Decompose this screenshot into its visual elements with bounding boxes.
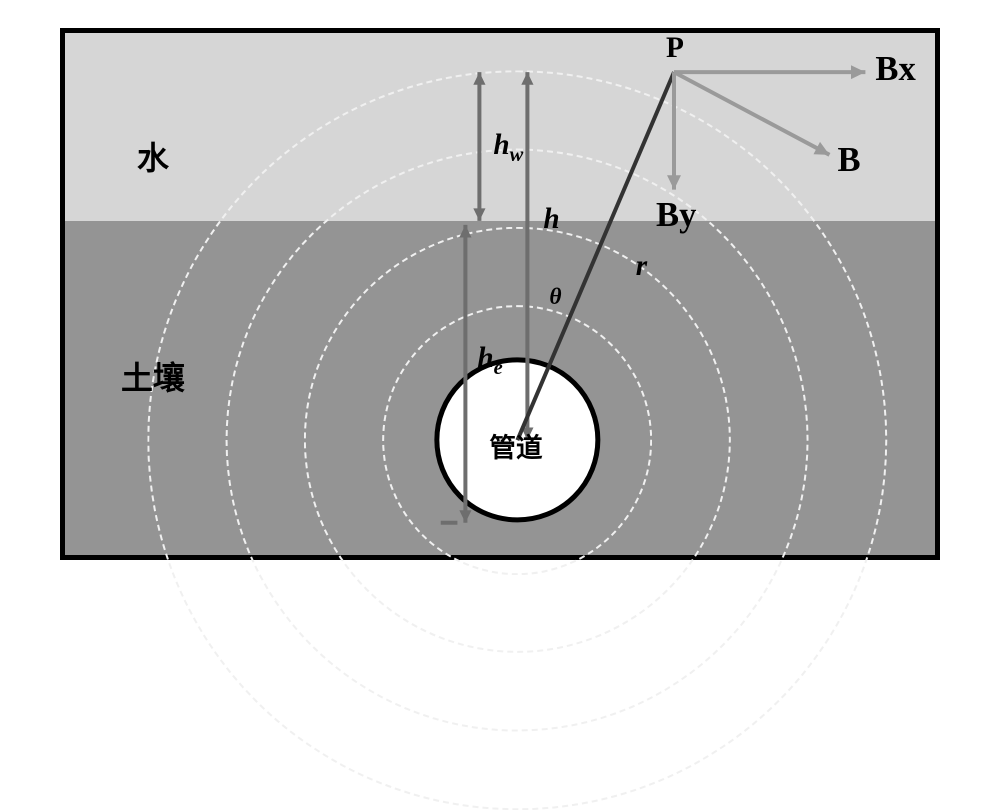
B-label: B: [837, 141, 860, 180]
hw-label: hw: [493, 129, 523, 167]
diagram-frame: 水 土壤 管道 P Bx By B hw he h r θ: [60, 28, 940, 560]
angle-label: θ: [549, 284, 561, 311]
Bx-label: Bx: [875, 50, 915, 89]
point-P-label: P: [666, 32, 684, 65]
he-label: he: [477, 342, 502, 380]
water-label: 水: [137, 133, 169, 179]
pipe-label: 管道: [489, 426, 542, 465]
h-label: h: [543, 203, 559, 236]
soil-label: 土壤: [121, 353, 185, 399]
diagram: 水 土壤 管道 P Bx By B hw he h r θ: [65, 33, 935, 555]
By-label: By: [656, 196, 696, 235]
r-label: r: [636, 250, 647, 283]
